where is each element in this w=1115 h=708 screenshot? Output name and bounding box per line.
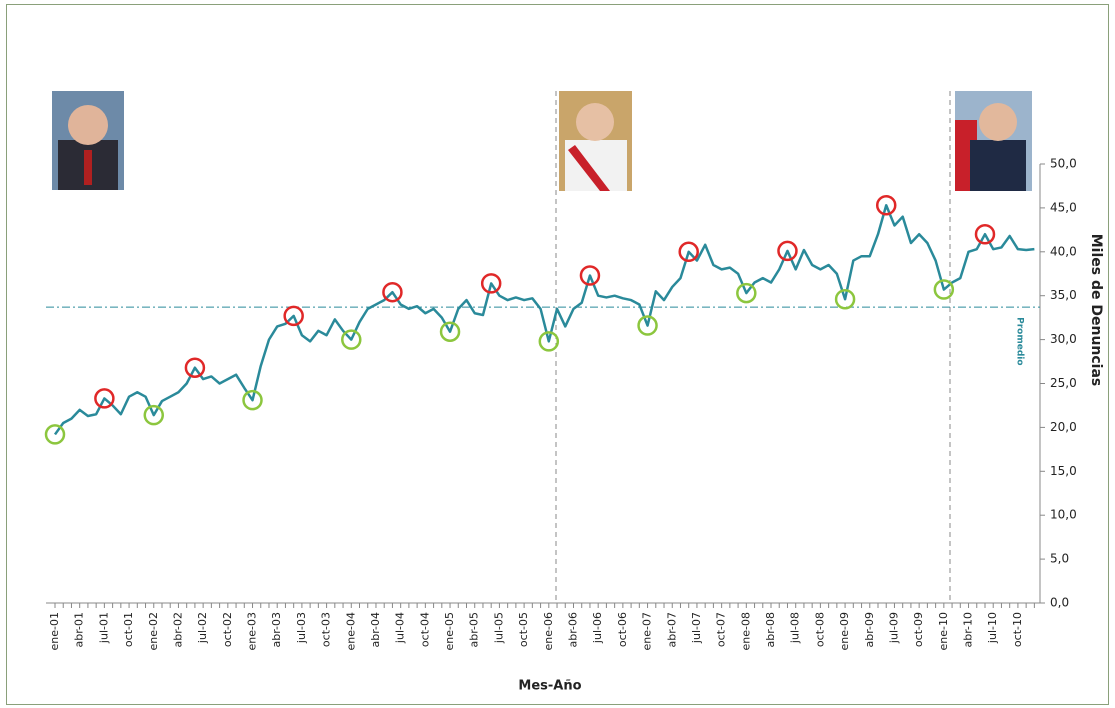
- x-tick-label: ene-10: [937, 612, 950, 650]
- highlight-marker: [933, 279, 955, 300]
- highlight-marker: [974, 223, 996, 245]
- x-tick-label: abr-01: [73, 612, 86, 648]
- highlight-marker: [637, 315, 658, 336]
- x-tick-label: ene-01: [48, 612, 61, 650]
- x-tick-label: jul-09: [887, 612, 900, 644]
- highlight-marker: [242, 389, 263, 411]
- highlight-marker: [439, 321, 461, 342]
- x-tick-label: oct-03: [320, 612, 333, 647]
- x-tick-label: abr-09: [863, 612, 876, 648]
- x-axis-title: Mes-Año: [518, 679, 581, 694]
- highlight-marker: [736, 282, 757, 304]
- x-tick-label: oct-05: [517, 612, 530, 647]
- highlight-marker: [579, 265, 601, 286]
- y-tick-label: 5,0: [1050, 552, 1069, 566]
- x-tick-label: jul-07: [690, 612, 703, 644]
- y-tick-label: 40,0: [1050, 244, 1077, 258]
- y-tick-label: 25,0: [1050, 376, 1077, 390]
- x-tick-label: jul-05: [492, 612, 505, 644]
- portrait: [955, 91, 1032, 191]
- x-tick-label: ene-08: [739, 612, 752, 650]
- x-tick-label: abr-07: [665, 612, 678, 648]
- y-tick-label: 45,0: [1050, 200, 1077, 214]
- x-tick-label: oct-02: [221, 612, 234, 647]
- highlight-marker: [283, 305, 304, 327]
- y-tick-label: 30,0: [1050, 332, 1077, 346]
- x-tick-label: abr-10: [962, 612, 975, 648]
- highlight-marker: [143, 404, 165, 426]
- x-tick-label: abr-04: [369, 612, 382, 648]
- x-tick-label: jul-04: [394, 612, 407, 644]
- x-tick-label: ene-04: [344, 612, 357, 650]
- x-tick-label: jul-10: [986, 612, 999, 644]
- x-tick-label: jul-01: [97, 612, 110, 644]
- x-tick-label: oct-10: [1011, 612, 1024, 647]
- highlight-marker: [678, 241, 699, 263]
- x-tick-label: abr-08: [764, 612, 777, 648]
- x-tick-label: oct-09: [912, 612, 925, 647]
- x-tick-label: ene-03: [246, 612, 259, 650]
- x-tick-label: jul-08: [789, 612, 802, 644]
- x-tick-label: ene-02: [147, 612, 160, 650]
- y-tick-label: 35,0: [1050, 288, 1077, 302]
- x-tick-label: abr-05: [468, 612, 481, 648]
- highlight-marker: [341, 329, 362, 350]
- highlight-marker: [94, 388, 115, 409]
- chart-frame: [6, 4, 1109, 705]
- highlight-marker: [834, 288, 856, 310]
- portrait: [559, 91, 632, 191]
- x-tick-label: oct-01: [122, 612, 135, 647]
- x-tick-label: abr-06: [566, 612, 579, 648]
- x-tick-label: ene-05: [443, 612, 456, 650]
- x-tick-label: ene-07: [641, 612, 654, 650]
- x-tick-label: oct-08: [813, 612, 826, 647]
- x-tick-label: abr-03: [270, 612, 283, 648]
- data-line: [53, 204, 1035, 436]
- average-label: Promedio: [1015, 317, 1025, 365]
- y-axis-title: Miles de Denuncias: [1088, 234, 1104, 387]
- portrait: [52, 91, 124, 190]
- x-tick-label: jul-06: [591, 612, 604, 644]
- highlight-marker: [777, 240, 798, 262]
- x-tick-label: oct-07: [715, 612, 728, 647]
- y-tick-label: 15,0: [1050, 464, 1077, 478]
- highlight-marker: [44, 424, 66, 445]
- highlight-marker: [184, 357, 206, 378]
- y-tick-label: 0,0: [1050, 596, 1069, 610]
- x-tick-label: abr-02: [171, 612, 184, 648]
- highlight-marker: [480, 273, 502, 294]
- x-tick-label: oct-04: [418, 612, 431, 647]
- highlight-marker: [875, 195, 897, 216]
- highlight-marker: [382, 281, 403, 303]
- highlight-marker: [538, 331, 560, 352]
- x-tick-label: oct-06: [616, 612, 629, 647]
- y-tick-label: 50,0: [1050, 157, 1077, 171]
- y-tick-label: 20,0: [1050, 420, 1077, 434]
- y-tick-label: 10,0: [1050, 508, 1077, 522]
- x-tick-label: ene-06: [542, 612, 555, 650]
- x-tick-label: jul-02: [196, 612, 209, 644]
- x-tick-label: ene-09: [838, 612, 851, 650]
- x-tick-label: jul-03: [295, 612, 308, 644]
